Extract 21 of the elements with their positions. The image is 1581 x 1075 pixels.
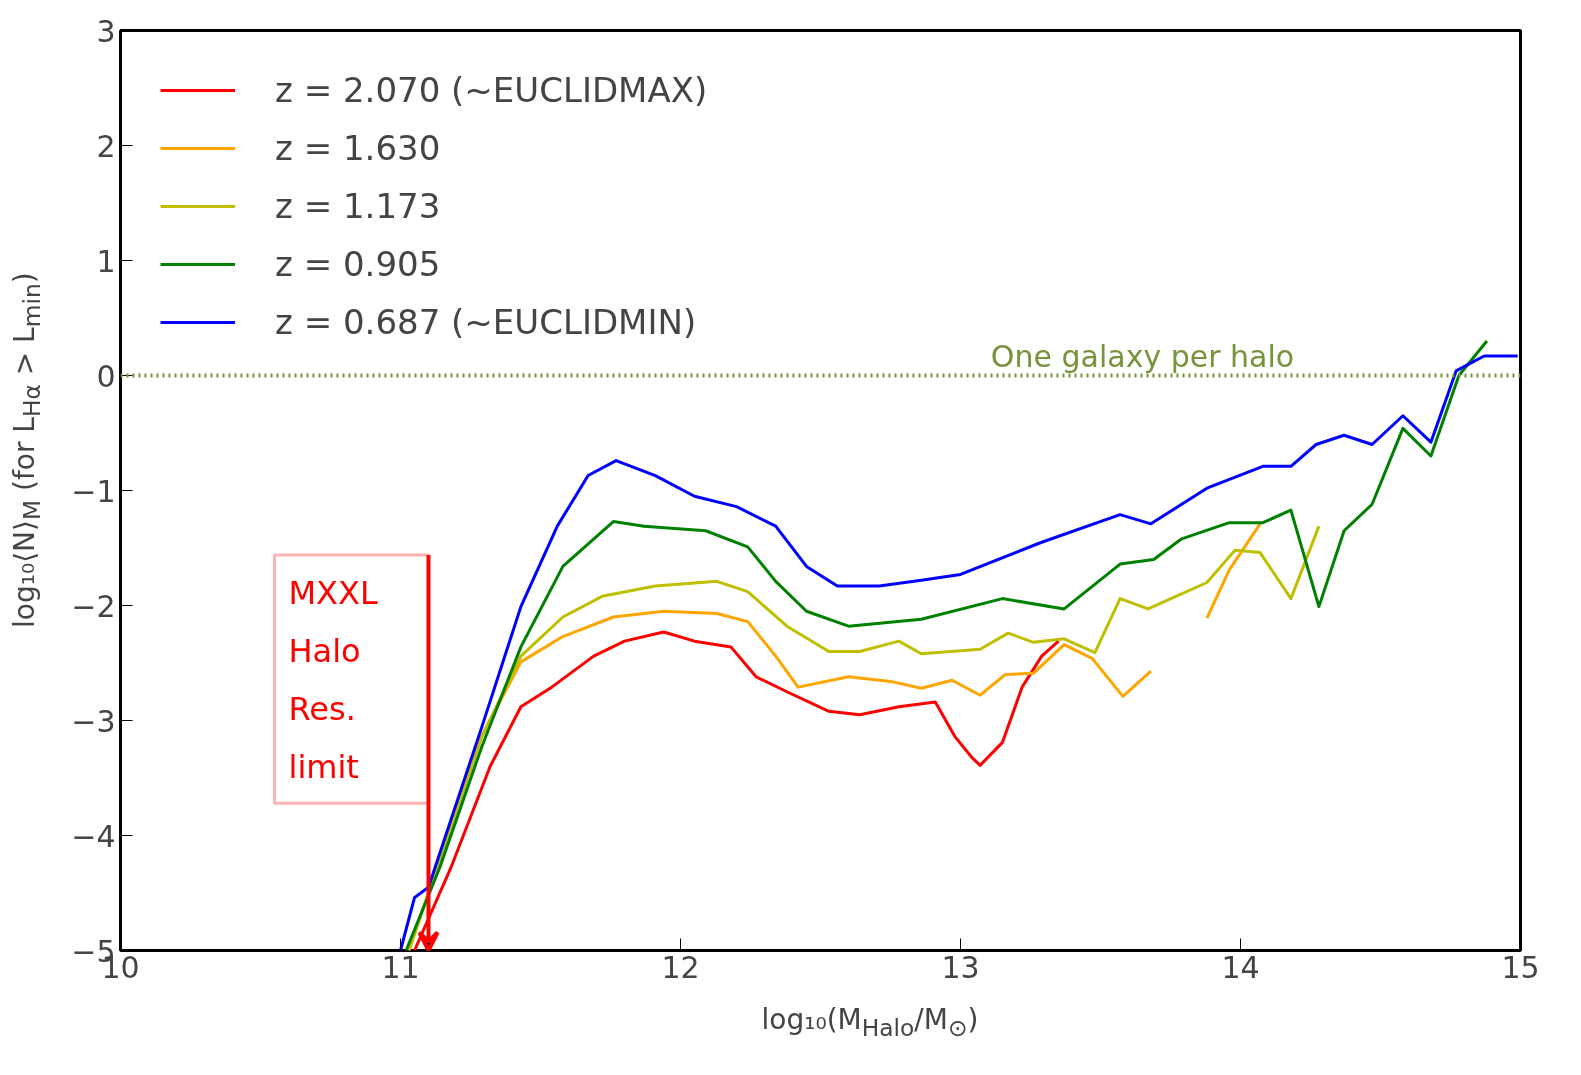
y-tick-label: −3 — [71, 703, 116, 739]
legend-label: z = 0.905 — [275, 244, 441, 284]
legend-label: z = 2.070 (~EUCLIDMAX) — [275, 70, 708, 110]
annotation: MXXL Halo Res. limit — [288, 573, 378, 786]
y-tick-label: −4 — [71, 818, 116, 854]
legend-label: z = 1.173 — [275, 186, 441, 226]
x-tick-label: 15 — [1501, 949, 1540, 985]
x-tick-label: 11 — [381, 949, 420, 985]
x-tick-label: 12 — [661, 949, 700, 985]
legend-label: z = 0.687 (~EUCLIDMIN) — [275, 302, 697, 342]
y-tick-label: 2 — [96, 128, 116, 164]
y-tick-label: −2 — [71, 588, 116, 624]
y-tick-label: −1 — [71, 473, 116, 509]
x-tick-label: 14 — [1221, 949, 1260, 985]
y-tick-label: 0 — [96, 358, 116, 394]
x-axis-title: log₁₀(M$_{Halo}$/M$_{⊙}$) — [760, 1002, 980, 1044]
y-tick-label: 3 — [96, 13, 116, 49]
legend-label: z = 1.630 — [275, 128, 441, 168]
x-tick-label: 13 — [941, 949, 980, 985]
y-tick-label: 1 — [96, 243, 116, 279]
ref-line-label: One galaxy per halo — [990, 338, 1295, 374]
